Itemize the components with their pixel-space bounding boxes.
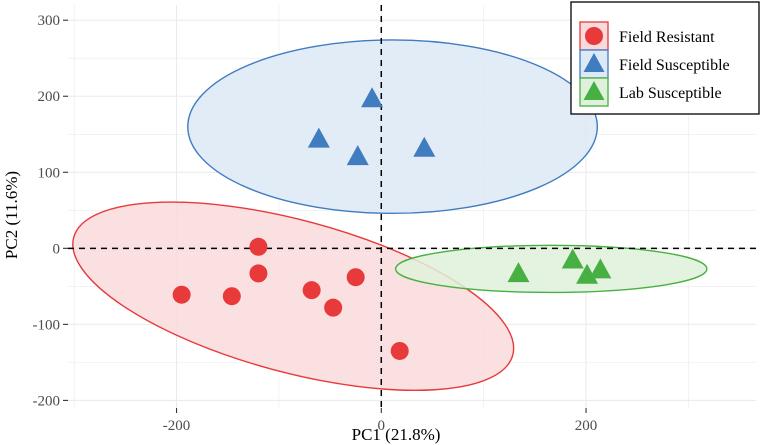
point-field-susceptible (307, 127, 330, 148)
legend-label-field-resistant: Field Resistant (619, 29, 715, 46)
y-tick-label: 200 (38, 89, 61, 105)
point-field-resistant (346, 268, 365, 287)
legend-label-lab-susceptible: Lab Susceptible (619, 85, 722, 102)
point-field-susceptible (361, 87, 384, 108)
point-field-resistant (302, 281, 321, 300)
ellipse-field-susceptible (187, 39, 599, 215)
legend-item-field-resistant: Field Resistant (579, 21, 715, 51)
legend-marker-field-resistant (585, 27, 603, 45)
y-tick-label: 100 (38, 165, 61, 181)
y-tick-label: 300 (38, 13, 61, 29)
y-tick-label: -100 (33, 317, 61, 333)
legend-label-field-susceptible: Field Susceptible (619, 57, 730, 74)
legend-marker-lab-susceptible (583, 81, 605, 100)
point-lab-susceptible (561, 248, 584, 269)
point-field-resistant (324, 298, 343, 317)
x-axis-title: PC1 (21.8%) (352, 425, 441, 444)
point-field-susceptible (346, 145, 369, 166)
y-axis-title: PC2 (11.6%) (2, 171, 21, 259)
point-field-susceptible (413, 136, 436, 157)
point-lab-susceptible (507, 262, 530, 283)
data-points (172, 87, 612, 360)
x-tick-label: -200 (163, 418, 191, 434)
y-tick-label: 0 (53, 241, 61, 257)
x-tick-label: 0 (378, 418, 386, 434)
point-lab-susceptible (576, 263, 599, 284)
point-field-resistant (222, 287, 241, 306)
legend: Field Resistant Field Susceptible Lab Su… (570, 1, 760, 115)
legend-item-lab-susceptible: Lab Susceptible (579, 77, 722, 107)
point-field-resistant (172, 285, 191, 304)
legend-item-field-susceptible: Field Susceptible (579, 49, 730, 79)
point-field-resistant (249, 237, 268, 256)
axes: -200 0 200 300 200 100 0 -100 -200 (33, 13, 598, 434)
ellipse-lab-susceptible (394, 244, 708, 294)
point-lab-susceptible (589, 258, 612, 279)
point-field-resistant (249, 264, 268, 283)
reference-lines (68, 5, 756, 408)
y-tick-label: -200 (33, 393, 61, 409)
legend-marker-field-susceptible (583, 53, 605, 72)
point-field-resistant (390, 341, 409, 360)
x-tick-label: 200 (575, 418, 598, 434)
